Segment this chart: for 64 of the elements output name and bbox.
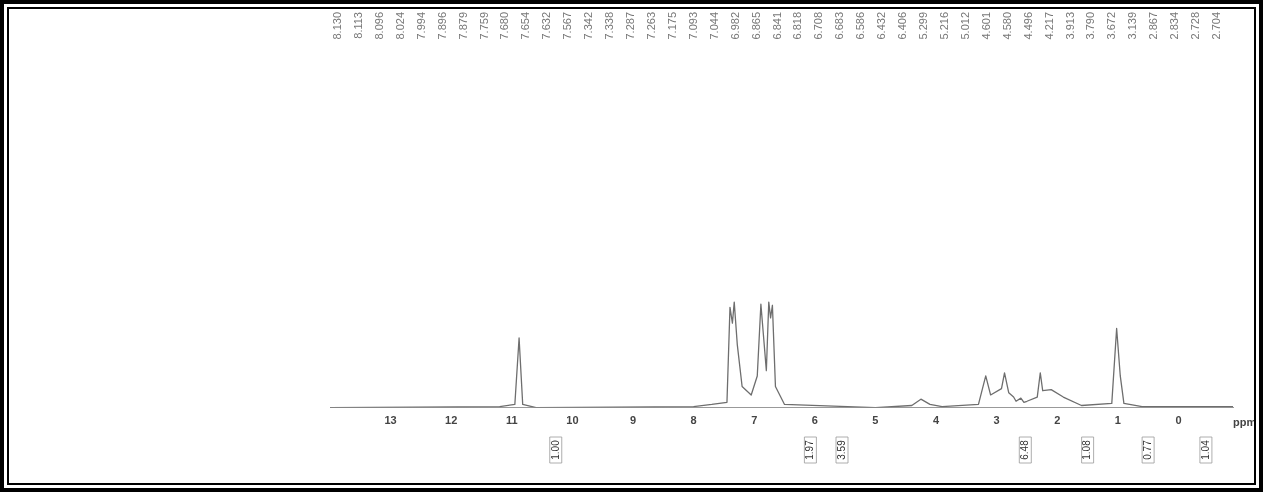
x-tick-label: 5: [872, 414, 879, 427]
text: 3.59: [835, 439, 847, 460]
text: 4.580: [1000, 12, 1013, 40]
text: 6.865: [749, 12, 762, 40]
x-tick-label: 11: [505, 414, 518, 427]
text: 6.586: [854, 12, 867, 40]
text: 3.139: [1126, 12, 1139, 40]
text: 1.08: [1081, 439, 1093, 460]
x-tick-label: 2: [1054, 414, 1061, 427]
text: 8.113: [351, 12, 364, 39]
text: 2.867: [1147, 12, 1160, 40]
x-tick-label: 1: [1114, 414, 1121, 427]
text: 7.654: [519, 12, 532, 40]
text: 8.024: [393, 12, 406, 40]
text: 6.432: [875, 12, 888, 40]
text: 6.818: [791, 12, 804, 40]
text: 5.299: [917, 12, 930, 40]
text: 1.04: [1199, 439, 1211, 460]
text: 6.708: [812, 12, 825, 40]
text: 8.096: [372, 12, 385, 40]
text: 2.704: [1210, 12, 1223, 40]
text: 1.00: [549, 439, 561, 460]
text: 7.338: [603, 12, 616, 40]
x-tick-label: 4: [932, 414, 940, 427]
text: 0.77: [1141, 439, 1153, 460]
text: 7.175: [665, 12, 678, 40]
x-tick-label: 9: [629, 414, 637, 427]
text: 2.728: [1189, 12, 1202, 40]
x-tick-label: 8: [690, 414, 697, 427]
text: 7.044: [707, 12, 720, 40]
x-tick-label: 3: [993, 414, 1000, 427]
text: 5.012: [958, 12, 971, 40]
text: 7.632: [540, 12, 553, 40]
text: 7.896: [435, 12, 448, 40]
text: 7.287: [624, 12, 637, 40]
text: 6.406: [896, 12, 909, 40]
x-tick-label: 12: [445, 414, 458, 427]
text: 6.982: [728, 12, 741, 40]
text: 4.217: [1042, 12, 1055, 40]
text: 3.790: [1084, 12, 1097, 40]
text: 7.994: [414, 12, 427, 40]
text: 7.342: [582, 12, 595, 40]
x-tick-label: 10: [566, 414, 579, 427]
text: 6.48: [1019, 439, 1031, 460]
text: 5.216: [937, 12, 950, 40]
text: 6.841: [770, 12, 783, 40]
text: 3.913: [1063, 12, 1076, 40]
text: 4.496: [1021, 12, 1034, 40]
x-tick-label: 7: [751, 414, 758, 427]
text: 7.680: [498, 12, 511, 40]
text: 7.759: [477, 12, 490, 40]
text: 2.834: [1168, 12, 1181, 40]
text: 7.879: [456, 12, 469, 40]
x-tick-label: 6: [811, 414, 818, 427]
text: 4.601: [979, 12, 992, 40]
text: 7.567: [561, 12, 574, 40]
text: 7.263: [644, 12, 657, 40]
text: 8.130: [331, 12, 344, 40]
text: 3.672: [1105, 12, 1118, 40]
text: 7.093: [686, 12, 699, 40]
x-tick-label: 0: [1175, 414, 1182, 427]
x-tick-label: 13: [384, 414, 397, 427]
text: 1.97: [804, 439, 816, 460]
text: 6.683: [833, 12, 846, 40]
